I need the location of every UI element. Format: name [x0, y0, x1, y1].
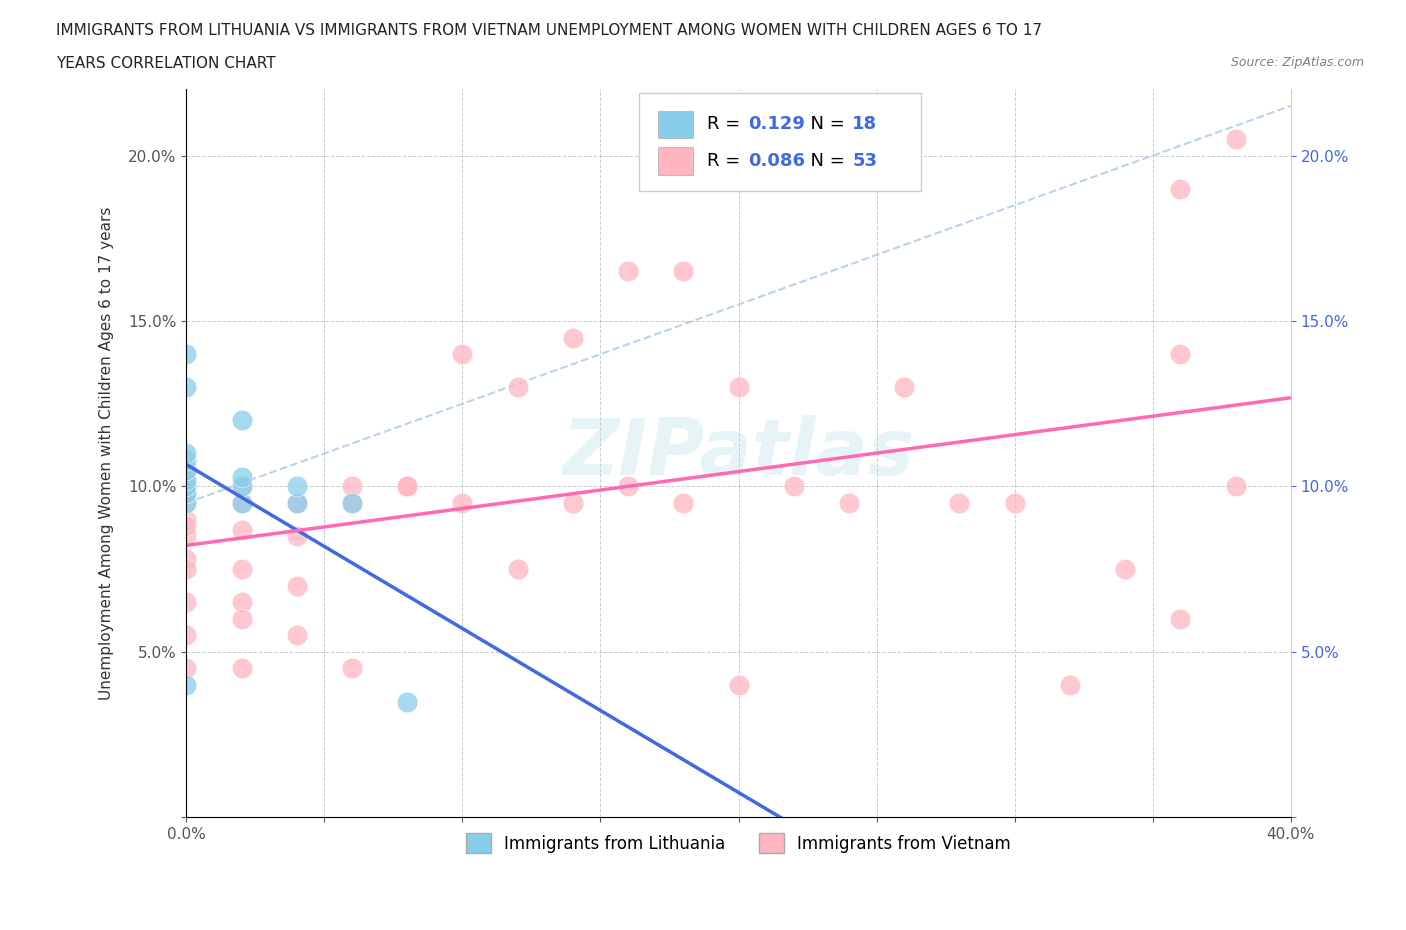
Point	[340, 496, 363, 511]
Text: 0.129: 0.129	[748, 115, 806, 133]
Text: R =: R =	[706, 115, 745, 133]
Point	[1168, 347, 1191, 362]
Point	[176, 479, 198, 494]
Point	[231, 496, 253, 511]
Point	[783, 479, 806, 494]
Legend: Immigrants from Lithuania, Immigrants from Vietnam: Immigrants from Lithuania, Immigrants fr…	[460, 827, 1018, 860]
Point	[176, 453, 198, 468]
Point	[285, 479, 308, 494]
Point	[231, 496, 253, 511]
Point	[231, 522, 253, 537]
Point	[176, 379, 198, 394]
Point	[176, 462, 198, 477]
Point	[506, 562, 529, 577]
Point	[176, 496, 198, 511]
FancyBboxPatch shape	[640, 93, 921, 192]
Point	[340, 479, 363, 494]
Point	[617, 264, 640, 279]
Point	[176, 551, 198, 566]
Point	[176, 446, 198, 461]
Point	[176, 661, 198, 676]
Point	[231, 469, 253, 484]
Point	[1114, 562, 1136, 577]
Text: N =: N =	[799, 152, 851, 170]
Point	[1059, 678, 1081, 693]
Point	[176, 462, 198, 477]
Point	[231, 413, 253, 428]
Text: IMMIGRANTS FROM LITHUANIA VS IMMIGRANTS FROM VIETNAM UNEMPLOYMENT AMONG WOMEN WI: IMMIGRANTS FROM LITHUANIA VS IMMIGRANTS …	[56, 23, 1042, 38]
Point	[231, 595, 253, 610]
Point	[285, 628, 308, 643]
Text: 18: 18	[852, 115, 877, 133]
Point	[396, 694, 419, 709]
Point	[176, 479, 198, 494]
Text: YEARS CORRELATION CHART: YEARS CORRELATION CHART	[56, 56, 276, 71]
Point	[1168, 181, 1191, 196]
Point	[231, 661, 253, 676]
Point	[340, 661, 363, 676]
Y-axis label: Unemployment Among Women with Children Ages 6 to 17 years: Unemployment Among Women with Children A…	[100, 206, 114, 700]
Point	[672, 496, 695, 511]
Point	[285, 578, 308, 593]
Point	[727, 678, 749, 693]
Text: 0.086: 0.086	[748, 152, 806, 170]
Text: Source: ZipAtlas.com: Source: ZipAtlas.com	[1230, 56, 1364, 69]
FancyBboxPatch shape	[658, 111, 693, 139]
Point	[176, 628, 198, 643]
Point	[396, 479, 419, 494]
Point	[561, 496, 583, 511]
FancyBboxPatch shape	[658, 147, 693, 175]
Point	[506, 379, 529, 394]
Point	[451, 347, 474, 362]
Point	[396, 479, 419, 494]
Point	[727, 379, 749, 394]
Point	[285, 528, 308, 543]
Point	[1225, 479, 1247, 494]
Point	[176, 472, 198, 487]
Point	[231, 479, 253, 494]
Point	[231, 562, 253, 577]
Point	[176, 528, 198, 543]
Point	[176, 562, 198, 577]
Point	[561, 330, 583, 345]
Point	[176, 678, 198, 693]
Point	[893, 379, 915, 394]
Text: 53: 53	[852, 152, 877, 170]
Point	[838, 496, 860, 511]
Point	[1168, 611, 1191, 626]
Text: R =: R =	[706, 152, 745, 170]
Point	[340, 496, 363, 511]
Point	[176, 472, 198, 487]
Point	[176, 485, 198, 500]
Point	[617, 479, 640, 494]
Text: ZIPatlas: ZIPatlas	[562, 416, 915, 491]
Point	[1225, 132, 1247, 147]
Point	[285, 496, 308, 511]
Point	[1004, 496, 1026, 511]
Point	[176, 519, 198, 534]
Point	[176, 347, 198, 362]
Point	[672, 264, 695, 279]
Point	[451, 496, 474, 511]
Point	[176, 595, 198, 610]
Point	[176, 512, 198, 527]
Point	[176, 485, 198, 500]
Point	[231, 479, 253, 494]
Point	[285, 496, 308, 511]
Point	[176, 496, 198, 511]
Text: N =: N =	[799, 115, 851, 133]
Point	[231, 611, 253, 626]
Point	[948, 496, 970, 511]
